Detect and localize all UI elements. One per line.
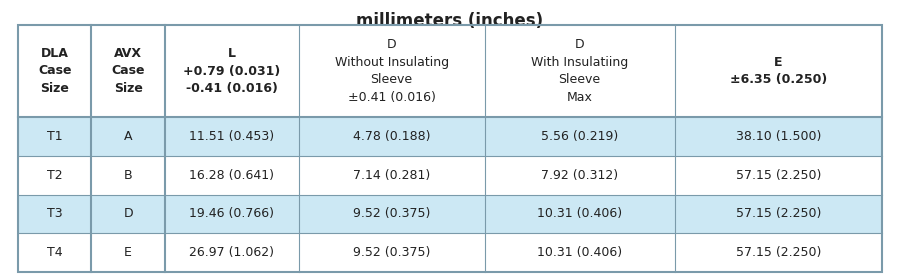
Text: 7.14 (0.281): 7.14 (0.281) bbox=[353, 169, 430, 182]
Text: 16.28 (0.641): 16.28 (0.641) bbox=[189, 169, 274, 182]
Text: 11.51 (0.453): 11.51 (0.453) bbox=[189, 130, 274, 143]
Text: 19.46 (0.766): 19.46 (0.766) bbox=[189, 207, 274, 220]
Text: 9.52 (0.375): 9.52 (0.375) bbox=[353, 207, 430, 220]
Bar bbox=[18, 25, 882, 272]
Text: D
With Insulatiing
Sleeve
Max: D With Insulatiing Sleeve Max bbox=[531, 38, 628, 104]
Text: 57.15 (2.250): 57.15 (2.250) bbox=[735, 246, 821, 259]
Bar bbox=[18, 195, 882, 233]
Text: 57.15 (2.250): 57.15 (2.250) bbox=[735, 207, 821, 220]
Text: B: B bbox=[124, 169, 132, 182]
Text: DLA
Case
Size: DLA Case Size bbox=[38, 47, 71, 95]
Text: AVX
Case
Size: AVX Case Size bbox=[112, 47, 145, 95]
Text: T1: T1 bbox=[47, 130, 62, 143]
Text: 9.52 (0.375): 9.52 (0.375) bbox=[353, 246, 430, 259]
Text: L
+0.79 (0.031)
-0.41 (0.016): L +0.79 (0.031) -0.41 (0.016) bbox=[184, 47, 281, 95]
Bar bbox=[18, 117, 882, 156]
Text: 7.92 (0.312): 7.92 (0.312) bbox=[541, 169, 618, 182]
Text: 57.15 (2.250): 57.15 (2.250) bbox=[735, 169, 821, 182]
Text: millimeters (inches): millimeters (inches) bbox=[356, 12, 544, 30]
Text: 10.31 (0.406): 10.31 (0.406) bbox=[537, 207, 622, 220]
Text: D
Without Insulating
Sleeve
±0.41 (0.016): D Without Insulating Sleeve ±0.41 (0.016… bbox=[335, 38, 449, 104]
Text: 26.97 (1.062): 26.97 (1.062) bbox=[189, 246, 274, 259]
Text: 38.10 (1.500): 38.10 (1.500) bbox=[735, 130, 821, 143]
Text: D: D bbox=[123, 207, 133, 220]
Text: 5.56 (0.219): 5.56 (0.219) bbox=[541, 130, 618, 143]
Text: 4.78 (0.188): 4.78 (0.188) bbox=[353, 130, 430, 143]
Text: T2: T2 bbox=[47, 169, 62, 182]
Text: T4: T4 bbox=[47, 246, 62, 259]
Text: 10.31 (0.406): 10.31 (0.406) bbox=[537, 246, 622, 259]
Text: T3: T3 bbox=[47, 207, 62, 220]
Text: E
±6.35 (0.250): E ±6.35 (0.250) bbox=[730, 56, 827, 86]
Text: E: E bbox=[124, 246, 132, 259]
Text: A: A bbox=[124, 130, 132, 143]
